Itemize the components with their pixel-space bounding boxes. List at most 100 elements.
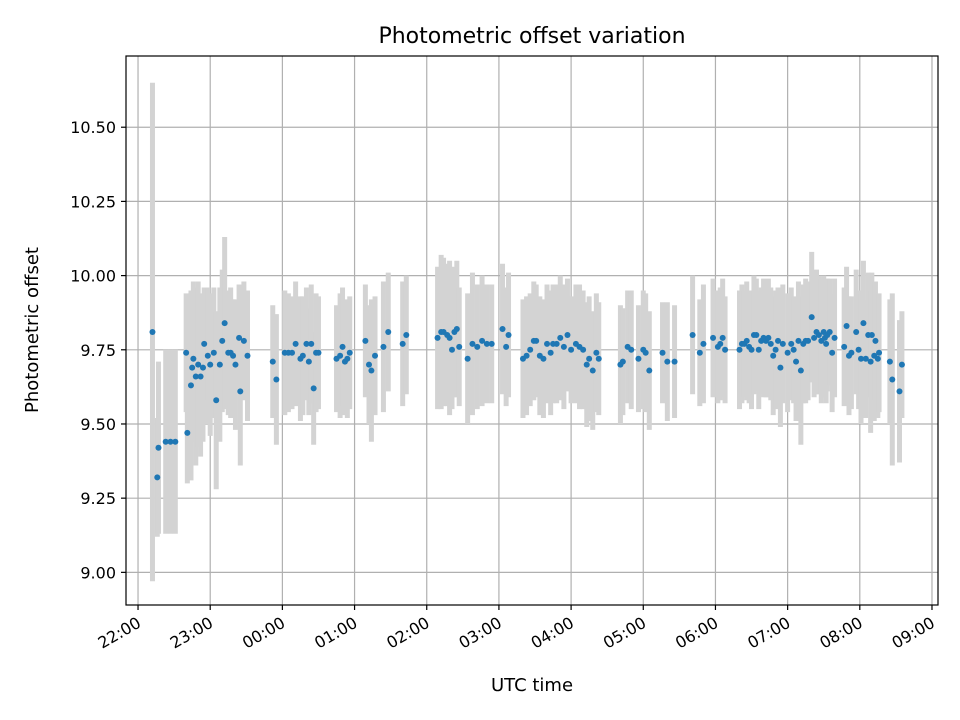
- data-point: [210, 349, 217, 356]
- data-point: [841, 343, 848, 350]
- x-tick-label: 01:00: [311, 613, 360, 653]
- data-point: [483, 340, 490, 347]
- data-point: [219, 337, 226, 344]
- data-points: [149, 314, 905, 481]
- data-point: [595, 355, 602, 362]
- data-point: [190, 355, 197, 362]
- data-point: [292, 340, 299, 347]
- data-point: [855, 346, 862, 353]
- data-point: [583, 361, 590, 368]
- data-point: [689, 331, 696, 338]
- data-point: [553, 340, 560, 347]
- data-point: [362, 337, 369, 344]
- data-point: [479, 337, 486, 344]
- x-axis: 22:00 23:00 00:00 01:00 02:00 03:00 04:00 05:00…: [95, 605, 938, 653]
- data-point: [635, 355, 642, 362]
- y-axis-label: Photometric offset: [22, 247, 43, 413]
- data-point: [646, 367, 653, 374]
- data-point: [533, 337, 540, 344]
- data-point: [805, 337, 812, 344]
- y-tick-label: 10.25: [70, 192, 116, 211]
- chart-title: Photometric offset variation: [378, 24, 685, 49]
- data-point: [154, 474, 161, 481]
- data-point: [815, 331, 822, 338]
- data-point: [503, 343, 510, 350]
- data-point: [339, 343, 346, 350]
- data-point: [469, 340, 476, 347]
- data-point: [593, 349, 600, 356]
- data-point: [365, 361, 372, 368]
- data-point: [886, 358, 893, 365]
- x-tick-label: 00:00: [239, 613, 288, 653]
- data-point: [765, 334, 772, 341]
- x-tick-label: 22:00: [95, 613, 144, 653]
- data-point: [499, 326, 506, 333]
- data-point: [843, 323, 850, 330]
- data-point: [240, 337, 247, 344]
- x-tick-label: 02:00: [383, 613, 432, 653]
- data-point: [755, 346, 762, 353]
- data-point: [236, 334, 243, 341]
- data-point: [199, 364, 206, 371]
- data-point: [547, 349, 554, 356]
- data-point: [346, 349, 353, 356]
- data-point: [790, 346, 797, 353]
- x-tick-label: 09:00: [889, 613, 938, 653]
- data-point: [560, 343, 567, 350]
- data-point: [898, 361, 905, 368]
- data-point: [775, 337, 782, 344]
- data-point: [619, 358, 626, 365]
- data-point: [795, 337, 802, 344]
- data-point: [797, 367, 804, 374]
- y-tick-label: 10.00: [70, 267, 116, 286]
- data-point: [700, 340, 707, 347]
- data-point: [237, 388, 244, 395]
- data-point: [671, 358, 678, 365]
- data-point: [736, 346, 743, 353]
- data-point: [772, 346, 779, 353]
- data-point: [213, 397, 220, 404]
- data-point: [155, 444, 162, 451]
- data-point: [189, 364, 196, 371]
- data-point: [664, 358, 671, 365]
- data-point: [337, 352, 344, 359]
- data-point: [779, 340, 786, 347]
- data-point: [289, 349, 296, 356]
- data-point: [505, 331, 512, 338]
- data-point: [784, 349, 791, 356]
- data-point: [308, 340, 315, 347]
- data-point: [207, 361, 214, 368]
- data-point: [149, 328, 156, 335]
- data-point: [187, 382, 194, 389]
- data-point: [434, 334, 441, 341]
- data-point: [344, 355, 351, 362]
- data-point: [808, 314, 815, 321]
- data-point: [456, 343, 463, 350]
- y-tick-label: 9.50: [80, 415, 116, 434]
- data-point: [403, 331, 410, 338]
- data-point: [580, 346, 587, 353]
- data-point: [488, 340, 495, 347]
- data-point: [162, 438, 169, 445]
- data-point: [372, 352, 379, 359]
- data-point: [310, 385, 317, 392]
- data-point: [167, 438, 174, 445]
- data-point: [868, 331, 875, 338]
- data-point: [719, 334, 726, 341]
- data-point: [853, 328, 860, 335]
- data-point: [232, 361, 239, 368]
- x-tick-label: 05:00: [600, 613, 649, 653]
- x-tick-label: 06:00: [672, 613, 721, 653]
- data-point: [315, 349, 322, 356]
- x-tick-label: 08:00: [816, 613, 865, 653]
- data-point: [201, 340, 208, 347]
- data-point: [848, 349, 855, 356]
- data-point: [446, 334, 453, 341]
- data-point: [889, 376, 896, 383]
- data-point: [872, 337, 879, 344]
- data-point: [770, 352, 777, 359]
- data-point: [867, 358, 874, 365]
- data-point: [858, 355, 865, 362]
- y-axis: 9.00 9.25 9.50 9.75 10.00 10.25 10.50: [70, 118, 126, 582]
- data-point: [564, 331, 571, 338]
